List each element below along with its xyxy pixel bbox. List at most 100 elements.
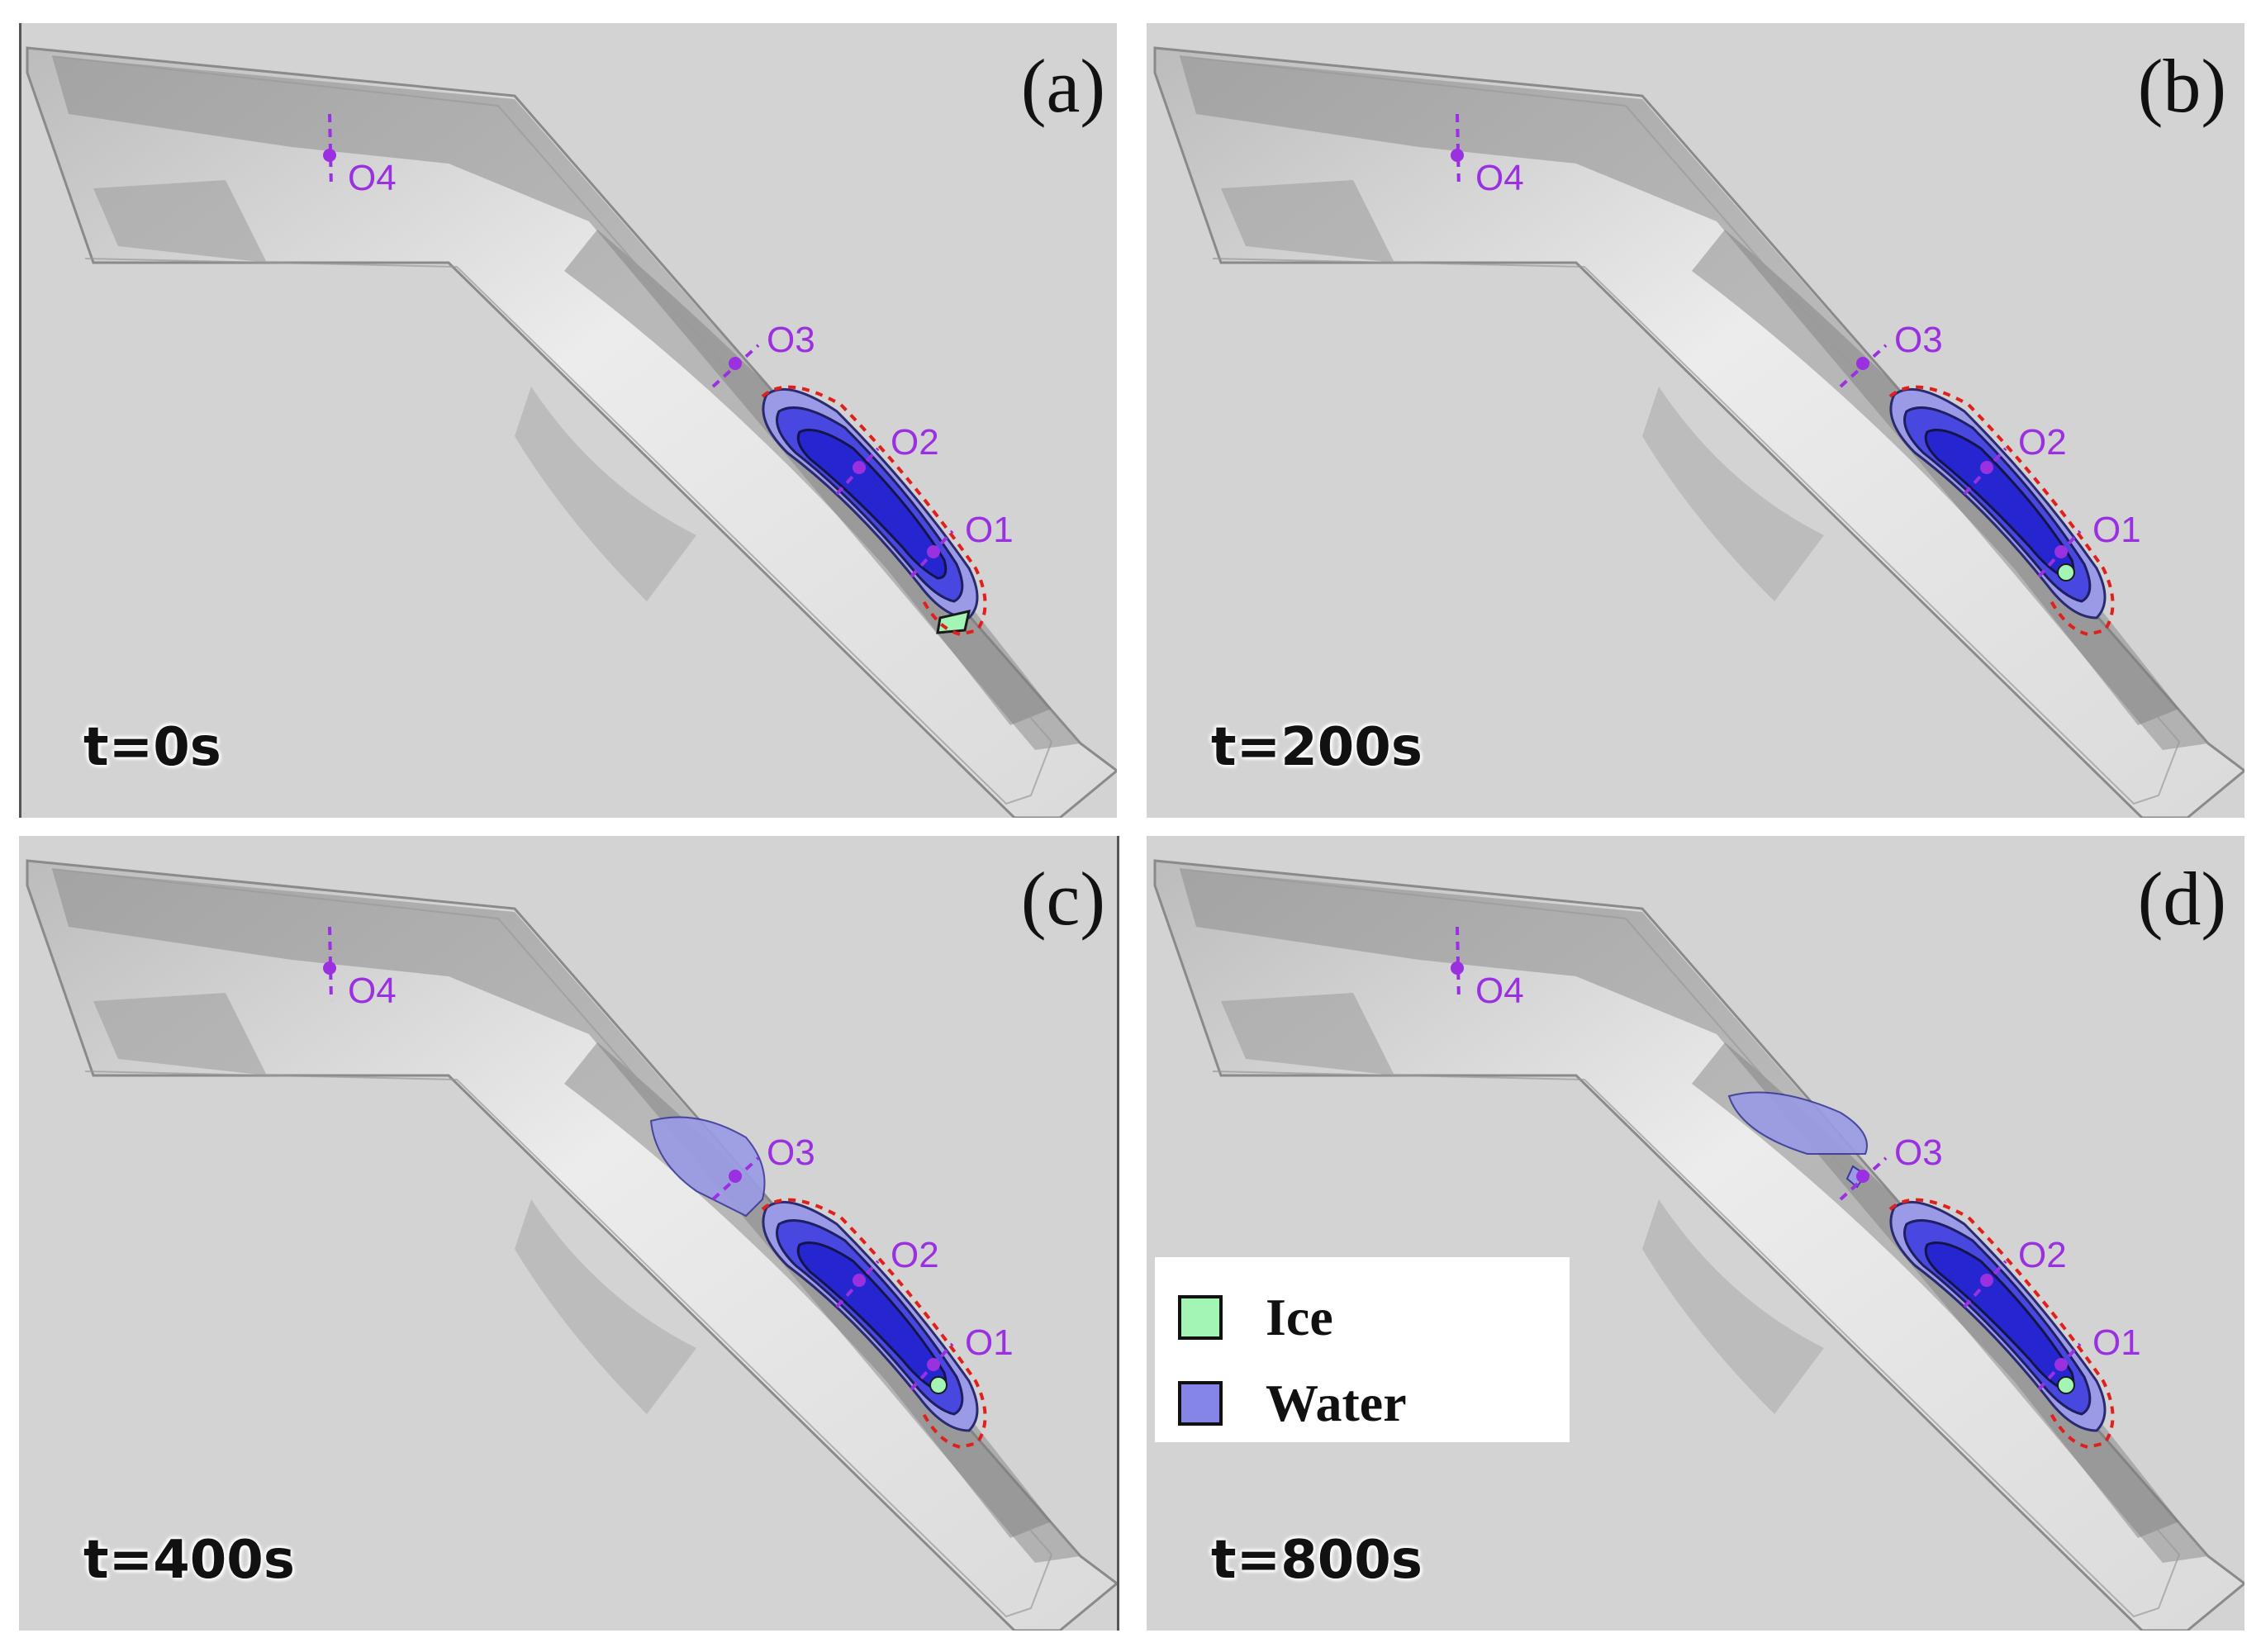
time-label: t=800s [1211, 1530, 1423, 1591]
observation-point: O4 [323, 926, 397, 1011]
time-label: t=200s [1211, 717, 1423, 778]
observation-dot [853, 461, 866, 474]
observation-point: O2 [1963, 1235, 2067, 1308]
observation-point: O3 [711, 320, 815, 388]
observation-label: O2 [891, 1235, 939, 1275]
observation-label: O3 [1894, 1132, 1943, 1173]
ridge-shading [52, 869, 1081, 1563]
terrain-map: O4 O3 O2 O1 [26, 46, 1117, 818]
panel-label: (d) [2137, 857, 2226, 941]
observation-dot [1980, 1274, 1993, 1287]
terrain-edge [1179, 868, 2181, 1618]
ice-block [929, 1376, 948, 1394]
observation-label: O2 [891, 422, 939, 463]
map-panel: O4 O3 O2 O1 (c) t=400s [19, 836, 1117, 1631]
legend-item-ice: Ice [1178, 1287, 1333, 1348]
observation-point: O1 [2037, 510, 2141, 578]
legend-label-ice: Ice [1266, 1288, 1333, 1346]
observation-dot [323, 961, 336, 975]
observation-dot [853, 1274, 866, 1287]
observation-point: O4 [1451, 113, 1524, 198]
observation-label: O4 [1475, 971, 1524, 1011]
terrain-edge [51, 868, 1053, 1618]
map-panel: O4 O3 O2 O1 (b) t=200s [1147, 23, 2244, 818]
observation-dot [1980, 461, 1993, 474]
observation-dot [1451, 961, 1464, 975]
observation-label: O3 [767, 320, 815, 360]
observation-label: O4 [348, 158, 397, 198]
observation-label: O1 [965, 510, 1014, 550]
observation-point: O3 [1839, 320, 1943, 388]
observation-label: O4 [348, 971, 397, 1011]
legend-label-water: Water [1266, 1374, 1407, 1432]
observation-point: O3 [1839, 1132, 1943, 1201]
panel-label: (b) [2137, 44, 2226, 128]
hill-shading [1221, 180, 1394, 263]
hill-shading [1642, 387, 1824, 601]
map-panel: O4 O3 O2 O1 (a) t=0s [19, 23, 1117, 818]
hill-shading [515, 387, 696, 601]
terrain-surface [26, 46, 1117, 818]
hill-shading [1642, 1199, 1824, 1414]
observation-point: O2 [835, 1235, 939, 1308]
observation-point: O4 [1451, 926, 1524, 1011]
legend-item-water: Water [1178, 1373, 1407, 1434]
observation-point: O1 [910, 510, 1014, 578]
frame-rule-left-top [19, 23, 21, 818]
observation-label: O4 [1475, 158, 1524, 198]
observation-dot [927, 545, 940, 558]
observation-dot [927, 1358, 940, 1371]
observation-label: O2 [2018, 1235, 2067, 1275]
terrain-surface [26, 859, 1117, 1631]
observation-dot [1856, 357, 1869, 370]
observation-point: O2 [1963, 422, 2067, 496]
ice-block [2057, 1376, 2075, 1394]
water-deep [796, 429, 948, 580]
observation-dot [729, 357, 742, 370]
observation-point: O4 [323, 113, 397, 198]
terrain-map: O4 O3 O2 O1 [26, 859, 1117, 1631]
terrain-map: O4 O3 O2 O1 [1153, 46, 2244, 818]
ridge-shading [1180, 56, 2208, 750]
valley-shading [564, 230, 1052, 725]
observation-label: O1 [2092, 1322, 2141, 1363]
terrain-edge [1179, 55, 2181, 805]
observation-label: O2 [2018, 422, 2067, 463]
hill-shading [515, 1199, 696, 1414]
observation-dot [323, 149, 336, 162]
ice-block [2057, 563, 2075, 582]
hill-shading [93, 180, 267, 263]
observation-label: O1 [2092, 510, 2141, 550]
terrain-surface [1153, 46, 2244, 818]
upstream-flood [649, 1116, 766, 1218]
observation-dot [1451, 149, 1464, 162]
observation-label: O3 [767, 1132, 815, 1173]
legend: Ice Water [1155, 1257, 1570, 1442]
observation-dot [2054, 545, 2068, 558]
observation-point: O1 [910, 1322, 1014, 1391]
observation-dot [1856, 1170, 1869, 1183]
valley-shading [564, 1042, 1052, 1538]
terrain-surface [1153, 859, 2244, 1631]
hill-shading [1221, 993, 1394, 1075]
time-label: t=400s [83, 1530, 295, 1591]
ridge-shading [1180, 869, 2208, 1563]
time-label: t=0s [83, 717, 221, 778]
frame-rule-right-bottom [1117, 836, 1119, 1631]
panel-label: (c) [1020, 857, 1105, 941]
observation-point: O3 [711, 1132, 815, 1201]
panel-label: (a) [1020, 44, 1105, 128]
water-swatch [1178, 1381, 1223, 1426]
ice-swatch [1178, 1295, 1223, 1340]
observation-label: O1 [965, 1322, 1014, 1363]
hill-shading [93, 993, 267, 1075]
observation-point: O1 [2037, 1322, 2141, 1391]
observation-label: O3 [1894, 320, 1943, 360]
upstream-flood [1727, 1091, 1868, 1155]
terrain-map: O4 O3 O2 O1 [1153, 859, 2244, 1631]
observation-dot [2054, 1358, 2068, 1371]
valley-shading [1692, 230, 2179, 725]
ridge-shading [52, 56, 1081, 750]
observation-dot [729, 1170, 742, 1183]
observation-point: O2 [835, 422, 939, 496]
